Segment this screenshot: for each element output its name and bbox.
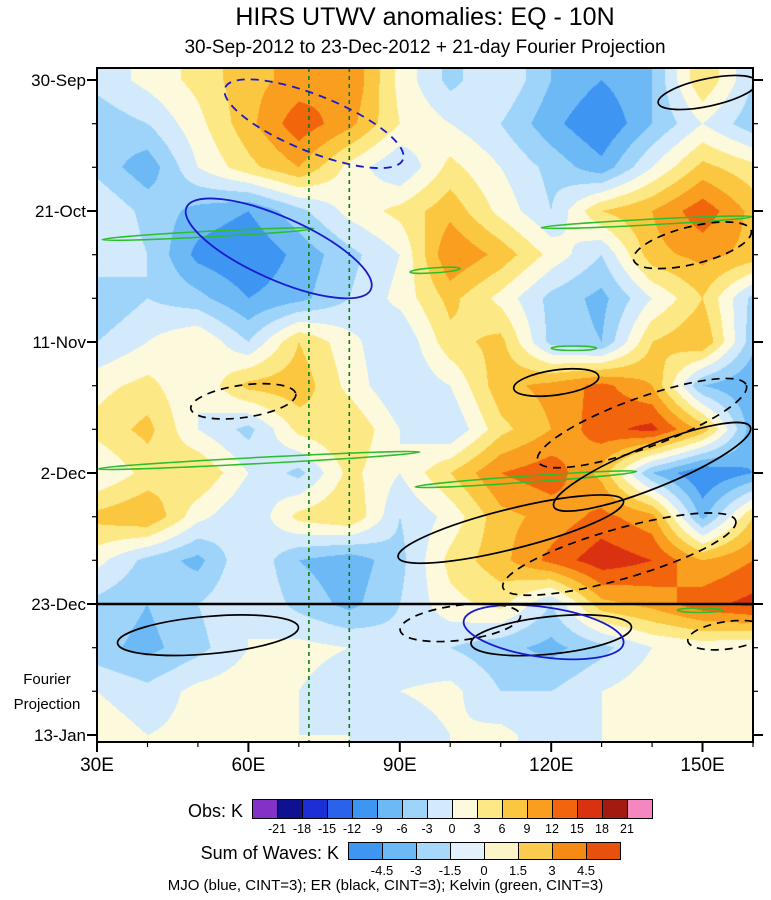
obs-colorbar-label: Obs: K — [187, 801, 243, 821]
colorbar-tick-label: -21 — [267, 822, 287, 836]
colorbar-box — [416, 842, 451, 860]
y-tick-label: 2-Dec — [41, 464, 87, 483]
colorbar-box — [484, 842, 519, 860]
x-tick-label: 60E — [231, 755, 265, 776]
y-tick-label: 30-Sep — [31, 71, 86, 90]
colorbar-box — [452, 799, 478, 819]
colorbar-box — [527, 799, 553, 819]
colorbar-tick-label: -4.5 — [370, 863, 394, 878]
colorbar-tick-label: -1.5 — [438, 863, 462, 878]
x-tick-label: 150E — [680, 755, 724, 776]
colorbar-tick-label: -3 — [410, 863, 422, 878]
colorbar-box — [277, 799, 303, 819]
x-tick-label: 90E — [383, 755, 417, 776]
waves-colorbar-label: Sum of Waves: K — [200, 843, 339, 863]
fourier-projection-label: Projection — [14, 696, 81, 713]
colorbar-box — [352, 799, 378, 819]
colorbar-tick-label: -18 — [292, 822, 312, 836]
chart-title: HIRS UTWV anomalies: EQ - 10N — [235, 3, 615, 31]
y-tick-label: 11-Nov — [32, 333, 86, 352]
colorbar-box — [348, 842, 383, 860]
colorbar-tick-label: 12 — [545, 822, 559, 836]
colorbar-box — [450, 842, 485, 860]
x-tick-label: 30E — [80, 755, 114, 776]
x-tick-label: 120E — [529, 755, 573, 776]
colorbar-tick-label: -15 — [317, 822, 337, 836]
colorbar-tick-label: 4.5 — [576, 863, 596, 878]
waves-colorbar-ticks: -4.5 -3 -1.5 0 1.5 3 4.5 — [348, 863, 621, 878]
colorbar-box — [402, 799, 428, 819]
colorbar-box — [427, 799, 453, 819]
colorbar-tick-label: 21 — [620, 822, 634, 836]
colorbar-tick-label: 3 — [548, 863, 556, 878]
colorbar-box — [252, 799, 278, 819]
legend-caption: MJO (blue, CINT=3); ER (black, CINT=3); … — [167, 877, 604, 894]
colorbar-tick-label: 0 — [448, 822, 456, 836]
y-tick-label: 21-Oct — [35, 202, 86, 221]
colorbar-box — [502, 799, 528, 819]
colorbar-tick-label: -3 — [421, 822, 433, 836]
colorbar-box — [477, 799, 503, 819]
colorbar-tick-label: 18 — [595, 822, 609, 836]
colorbar-tick-label: 6 — [498, 822, 506, 836]
colorbar-box — [302, 799, 328, 819]
heatmap-canvas — [97, 68, 753, 742]
y-tick-label: 23-Dec — [31, 595, 86, 614]
colorbar-box — [552, 799, 578, 819]
fourier-projection-label: Fourier — [23, 671, 71, 688]
obs-colorbar — [252, 799, 653, 819]
colorbar-box — [552, 842, 587, 860]
colorbar-tick-label: -12 — [342, 822, 362, 836]
colorbar-box — [577, 799, 603, 819]
colorbar-tick-label: 0 — [480, 863, 488, 878]
colorbar-tick-label: 9 — [523, 822, 531, 836]
colorbar-box — [627, 799, 653, 819]
colorbar-box — [327, 799, 353, 819]
waves-colorbar — [348, 842, 621, 860]
colorbar-tick-label: 15 — [570, 822, 584, 836]
colorbar-box — [586, 842, 621, 860]
obs-colorbar-ticks: -21 -18 -15 -12 -9 -6 -3 0 3 6 9 12 15 18 21 — [252, 822, 653, 836]
colorbar-tick-label: 1.5 — [508, 863, 528, 878]
colorbar-tick-label: -9 — [371, 822, 383, 836]
chart-subtitle: 30-Sep-2012 to 23-Dec-2012 + 21-day Four… — [184, 37, 666, 58]
colorbar-tick-label: 3 — [473, 822, 481, 836]
colorbar-box — [382, 842, 417, 860]
colorbar-box — [377, 799, 403, 819]
colorbar-box — [602, 799, 628, 819]
colorbar-box — [518, 842, 553, 860]
colorbar-tick-label: -6 — [396, 822, 408, 836]
y-tick-label: 13-Jan — [34, 726, 86, 745]
